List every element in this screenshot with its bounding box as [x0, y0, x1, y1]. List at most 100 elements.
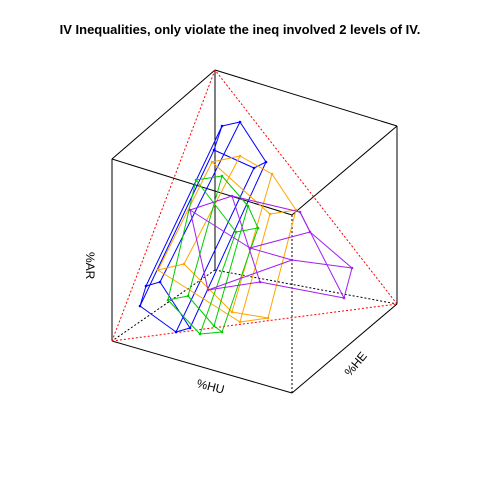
blue-polytope-vertex	[158, 280, 162, 284]
undefined	[0, 0, 260, 170]
blue-polytope-vertex	[252, 166, 256, 170]
box-edge	[111, 340, 293, 394]
blue-polytope-edge	[189, 161, 267, 329]
orange-polytope-edge	[231, 311, 269, 319]
box-edge	[291, 303, 398, 394]
blue-polytope-edge	[213, 149, 255, 169]
green-polytope-edge	[213, 325, 223, 333]
undefined	[0, 0, 170, 255]
orange-polytope-vertex	[182, 262, 186, 266]
purple-polytope-edge	[249, 247, 293, 261]
green-polytope-edge	[199, 331, 223, 335]
simplex-triangle	[111, 69, 398, 342]
green-polytope-edge	[199, 231, 237, 335]
orange-polytope-vertex	[268, 212, 272, 216]
green-polytope-edge	[167, 295, 189, 301]
undefined	[0, 0, 288, 290]
purple-polytope-edge	[189, 195, 233, 211]
x-axis-label: %HU	[195, 376, 226, 396]
green-polytope-edge	[213, 205, 249, 327]
blue-polytope-edge	[221, 121, 241, 127]
undefined	[0, 0, 222, 176]
purple-polytope-vertex	[342, 296, 346, 300]
orange-polytope-vertex	[238, 320, 242, 324]
blue-polytope-edge	[139, 285, 147, 307]
undefined	[0, 0, 352, 268]
orange-polytope-edge	[239, 317, 269, 323]
green-polytope-edge	[221, 227, 259, 333]
undefined	[0, 0, 310, 232]
orange-polytope-vertex	[270, 172, 274, 176]
orange-polytope-edge	[211, 155, 241, 163]
purple-polytope-edge	[249, 231, 311, 249]
orange-polytope-edge	[231, 173, 273, 313]
orange-polytope-edge	[157, 269, 241, 323]
green-polytope-edge	[187, 295, 215, 327]
purple-polytope-edge	[207, 259, 293, 291]
blue-polytope-edge	[253, 161, 267, 169]
purple-polytope-vertex	[350, 266, 354, 270]
undefined	[0, 0, 166, 300]
undefined	[0, 0, 200, 210]
blue-polytope-edge	[239, 121, 267, 163]
purple-polytope-vertex	[308, 230, 312, 234]
blue-polytope-edge	[159, 121, 241, 283]
purple-polytope-vertex	[230, 194, 234, 198]
green-polytope-edge	[235, 227, 259, 233]
undefined	[0, 0, 260, 282]
blue-polytope-edge	[139, 305, 177, 333]
undefined	[0, 0, 254, 168]
purple-polytope-edge	[309, 231, 353, 269]
blue-polytope-edge	[145, 281, 161, 287]
undefined	[0, 0, 210, 290]
orange-polytope-edge	[269, 209, 297, 215]
green-polytope-vertex	[220, 330, 224, 334]
blue-polytope-edge	[213, 125, 223, 151]
undefined	[0, 0, 244, 150]
blue-polytope-edge	[175, 167, 255, 333]
purple-polytope-edge	[189, 209, 209, 291]
green-polytope-edge	[187, 175, 223, 297]
undefined	[0, 0, 232, 140]
undefined	[0, 0, 208, 290]
undefined	[0, 0, 248, 206]
blue-polytope-vertex	[138, 304, 142, 308]
simplex-edge	[111, 303, 398, 342]
blue-polytope-vertex	[212, 148, 216, 152]
purple-polytope-edge	[189, 209, 251, 249]
undefined	[0, 0, 240, 156]
blue-polytope-vertex	[264, 160, 268, 164]
green-polytope-vertex	[220, 174, 224, 178]
orange-polytope-edge	[157, 263, 185, 271]
box-edge-hidden	[214, 269, 398, 305]
undefined	[0, 0, 250, 248]
chart-title: IV Inequalities, only violate the ineq i…	[59, 22, 421, 37]
blue-polytope-vertex	[238, 120, 242, 124]
purple-polytope-edge	[231, 195, 261, 283]
polytopes	[0, 0, 354, 336]
undefined	[0, 0, 190, 290]
undefined	[0, 0, 296, 210]
purple-polytope-edge	[259, 281, 345, 299]
blue-polytope-edge	[175, 327, 191, 333]
undefined	[0, 0, 201, 180]
bounding-box	[111, 69, 398, 394]
box-edge-hidden	[111, 269, 216, 342]
z-axis-label: %AR	[83, 252, 97, 280]
green-polytope-edge	[247, 205, 259, 229]
undefined	[0, 0, 190, 210]
box-edge	[111, 69, 216, 160]
undefined	[0, 0, 222, 126]
orange-polytope-vertex	[230, 310, 234, 314]
orange-polytope-edge	[157, 161, 213, 271]
green-polytope-vertex	[212, 324, 216, 328]
green-polytope-vertex	[256, 226, 260, 230]
green-polytope-edge	[167, 179, 197, 301]
orange-polytope-vertex	[238, 154, 242, 158]
blue-polytope-edge	[145, 125, 223, 287]
blue-polytope-vertex	[188, 326, 192, 330]
purple-polytope-edge	[343, 267, 353, 299]
orange-polytope-vertex	[266, 316, 270, 320]
orange-polytope-edge	[271, 173, 297, 211]
